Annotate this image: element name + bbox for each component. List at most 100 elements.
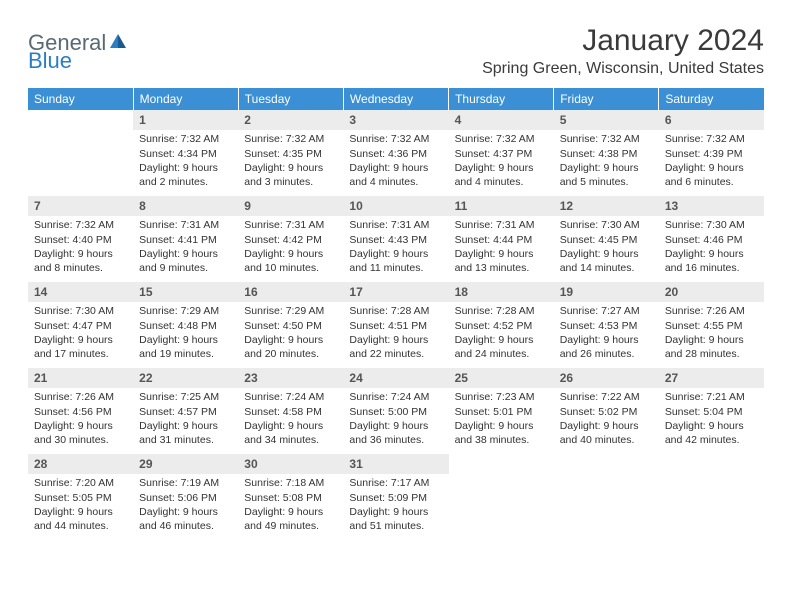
sunrise-text: Sunrise: 7:31 AM: [139, 218, 232, 232]
daylight-text: Daylight: 9 hours and 4 minutes.: [349, 161, 442, 189]
calendar-day-cell: 29Sunrise: 7:19 AMSunset: 5:06 PMDayligh…: [133, 454, 238, 540]
day-details: Sunrise: 7:30 AMSunset: 4:47 PMDaylight:…: [28, 302, 133, 367]
calendar-day-cell: 18Sunrise: 7:28 AMSunset: 4:52 PMDayligh…: [449, 282, 554, 368]
day-number: 2: [238, 110, 343, 130]
day-details: Sunrise: 7:28 AMSunset: 4:51 PMDaylight:…: [343, 302, 448, 367]
sunset-text: Sunset: 4:41 PM: [139, 233, 232, 247]
sunrise-text: Sunrise: 7:30 AM: [665, 218, 758, 232]
day-number: 30: [238, 454, 343, 474]
daylight-text: Daylight: 9 hours and 20 minutes.: [244, 333, 337, 361]
sunset-text: Sunset: 4:39 PM: [665, 147, 758, 161]
day-details: Sunrise: 7:31 AMSunset: 4:44 PMDaylight:…: [449, 216, 554, 281]
day-number: 9: [238, 196, 343, 216]
sunrise-text: Sunrise: 7:28 AM: [455, 304, 548, 318]
sunset-text: Sunset: 4:53 PM: [560, 319, 653, 333]
weekday-header: Wednesday: [343, 88, 448, 110]
weekday-header: Saturday: [659, 88, 764, 110]
calendar-day-cell: 4Sunrise: 7:32 AMSunset: 4:37 PMDaylight…: [449, 110, 554, 196]
daylight-text: Daylight: 9 hours and 10 minutes.: [244, 247, 337, 275]
day-number: 25: [449, 368, 554, 388]
sunset-text: Sunset: 4:37 PM: [455, 147, 548, 161]
daylight-text: Daylight: 9 hours and 44 minutes.: [34, 505, 127, 533]
daylight-text: Daylight: 9 hours and 51 minutes.: [349, 505, 442, 533]
daylight-text: Daylight: 9 hours and 5 minutes.: [560, 161, 653, 189]
calendar-day-cell: 8Sunrise: 7:31 AMSunset: 4:41 PMDaylight…: [133, 196, 238, 282]
calendar-day-cell: 9 Sunrise: 7:31 AMSunset: 4:42 PMDaylight…: [238, 196, 343, 282]
day-number: 27: [659, 368, 764, 388]
calendar-day-cell: 19Sunrise: 7:27 AMSunset: 4:53 PMDayligh…: [554, 282, 659, 368]
sunrise-text: Sunrise: 7:31 AM: [244, 218, 337, 232]
sunset-text: Sunset: 4:42 PM: [244, 233, 337, 247]
calendar-day-cell: 25Sunrise: 7:23 AMSunset: 5:01 PMDayligh…: [449, 368, 554, 454]
calendar-week-row: 21Sunrise: 7:26 AMSunset: 4:56 PMDayligh…: [28, 368, 764, 454]
calendar-day-cell: 27Sunrise: 7:21 AMSunset: 5:04 PMDayligh…: [659, 368, 764, 454]
daylight-text: Daylight: 9 hours and 16 minutes.: [665, 247, 758, 275]
calendar-day-cell: 15Sunrise: 7:29 AMSunset: 4:48 PMDayligh…: [133, 282, 238, 368]
sunrise-text: Sunrise: 7:29 AM: [244, 304, 337, 318]
weekday-header: Thursday: [449, 88, 554, 110]
month-title: January 2024: [482, 24, 764, 58]
weekday-header: Sunday: [28, 88, 133, 110]
daylight-text: Daylight: 9 hours and 40 minutes.: [560, 419, 653, 447]
daylight-text: Daylight: 9 hours and 13 minutes.: [455, 247, 548, 275]
calendar-week-row: 28Sunrise: 7:20 AMSunset: 5:05 PMDayligh…: [28, 454, 764, 540]
calendar-day-cell: 20Sunrise: 7:26 AMSunset: 4:55 PMDayligh…: [659, 282, 764, 368]
day-details: Sunrise: 7:21 AMSunset: 5:04 PMDaylight:…: [659, 388, 764, 453]
day-number: 8: [133, 196, 238, 216]
calendar-day-cell: 5Sunrise: 7:32 AMSunset: 4:38 PMDaylight…: [554, 110, 659, 196]
day-details: Sunrise: 7:18 AMSunset: 5:08 PMDaylight:…: [238, 474, 343, 539]
daylight-text: Daylight: 9 hours and 26 minutes.: [560, 333, 653, 361]
calendar-day-cell: 2Sunrise: 7:32 AMSunset: 4:35 PMDaylight…: [238, 110, 343, 196]
day-number: 17: [343, 282, 448, 302]
sunrise-text: Sunrise: 7:23 AM: [455, 390, 548, 404]
sunset-text: Sunset: 4:52 PM: [455, 319, 548, 333]
sunset-text: Sunset: 5:04 PM: [665, 405, 758, 419]
logo-text-blue: Blue: [28, 48, 72, 74]
sunrise-text: Sunrise: 7:32 AM: [349, 132, 442, 146]
calendar-week-row: .1Sunrise: 7:32 AMSunset: 4:34 PMDayligh…: [28, 110, 764, 196]
day-number: 12: [554, 196, 659, 216]
daylight-text: Daylight: 9 hours and 49 minutes.: [244, 505, 337, 533]
sunrise-text: Sunrise: 7:25 AM: [139, 390, 232, 404]
location: Spring Green, Wisconsin, United States: [482, 60, 764, 78]
sunrise-text: Sunrise: 7:32 AM: [139, 132, 232, 146]
day-details: Sunrise: 7:26 AMSunset: 4:56 PMDaylight:…: [28, 388, 133, 453]
day-number: 20: [659, 282, 764, 302]
logo-icon: [109, 32, 127, 55]
day-number: 19: [554, 282, 659, 302]
calendar-day-cell: 7Sunrise: 7:32 AMSunset: 4:40 PMDaylight…: [28, 196, 133, 282]
calendar-day-cell: 22Sunrise: 7:25 AMSunset: 4:57 PMDayligh…: [133, 368, 238, 454]
daylight-text: Daylight: 9 hours and 31 minutes.: [139, 419, 232, 447]
sunset-text: Sunset: 4:58 PM: [244, 405, 337, 419]
sunset-text: Sunset: 4:47 PM: [34, 319, 127, 333]
day-number: 21: [28, 368, 133, 388]
day-number: 1: [133, 110, 238, 130]
day-number: 24: [343, 368, 448, 388]
sunset-text: Sunset: 4:43 PM: [349, 233, 442, 247]
day-details: Sunrise: 7:25 AMSunset: 4:57 PMDaylight:…: [133, 388, 238, 453]
sunrise-text: Sunrise: 7:32 AM: [455, 132, 548, 146]
calendar-day-cell: 17Sunrise: 7:28 AMSunset: 4:51 PMDayligh…: [343, 282, 448, 368]
day-number: 10: [343, 196, 448, 216]
sunset-text: Sunset: 5:06 PM: [139, 491, 232, 505]
sunset-text: Sunset: 4:34 PM: [139, 147, 232, 161]
daylight-text: Daylight: 9 hours and 30 minutes.: [34, 419, 127, 447]
day-number: 29: [133, 454, 238, 474]
day-details: Sunrise: 7:26 AMSunset: 4:55 PMDaylight:…: [659, 302, 764, 367]
sunrise-text: Sunrise: 7:28 AM: [349, 304, 442, 318]
calendar-day-cell: 6Sunrise: 7:32 AMSunset: 4:39 PMDaylight…: [659, 110, 764, 196]
sunrise-text: Sunrise: 7:31 AM: [455, 218, 548, 232]
day-details: Sunrise: 7:31 AMSunset: 4:41 PMDaylight:…: [133, 216, 238, 281]
page-header: General January 2024 Spring Green, Wisco…: [28, 24, 764, 78]
sunset-text: Sunset: 5:09 PM: [349, 491, 442, 505]
day-number: 23: [238, 368, 343, 388]
day-number: 5: [554, 110, 659, 130]
day-details: Sunrise: 7:19 AMSunset: 5:06 PMDaylight:…: [133, 474, 238, 539]
calendar-day-cell: 12Sunrise: 7:30 AMSunset: 4:45 PMDayligh…: [554, 196, 659, 282]
day-number: 28: [28, 454, 133, 474]
daylight-text: Daylight: 9 hours and 3 minutes.: [244, 161, 337, 189]
weekday-header: Friday: [554, 88, 659, 110]
daylight-text: Daylight: 9 hours and 14 minutes.: [560, 247, 653, 275]
sunset-text: Sunset: 4:51 PM: [349, 319, 442, 333]
daylight-text: Daylight: 9 hours and 46 minutes.: [139, 505, 232, 533]
